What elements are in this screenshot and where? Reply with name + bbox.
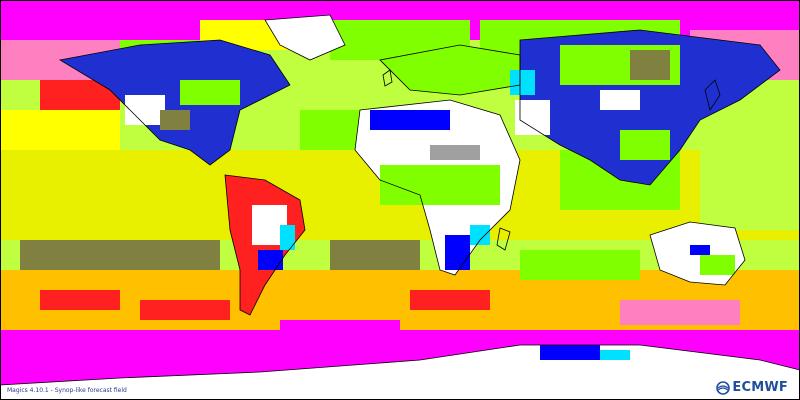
patch <box>520 250 640 280</box>
land-greenland <box>265 15 345 60</box>
af-cyan <box>470 225 490 245</box>
coast-south-america <box>224 174 306 316</box>
continents <box>0 15 800 400</box>
sa-blue <box>258 250 283 270</box>
patch <box>280 320 400 335</box>
patch <box>40 290 120 310</box>
ecmwf-logo: ECMWF <box>716 380 788 395</box>
na-white <box>125 95 165 125</box>
software-credit: Magics 4.10.1 - Synop-like forecast fiel… <box>4 387 130 394</box>
ant-cyan <box>600 350 630 360</box>
af-blue2 <box>370 110 450 130</box>
patch <box>0 110 120 150</box>
logo-text: ECMWF <box>732 380 788 395</box>
ant-blue <box>540 345 600 360</box>
coast-greenland <box>264 14 346 61</box>
na-green <box>180 80 240 105</box>
coast-north-america <box>58 39 291 166</box>
coast-africa <box>354 99 521 276</box>
coast-madagascar <box>496 227 511 251</box>
coast-uk <box>382 69 393 87</box>
patch <box>140 300 230 320</box>
as-green2 <box>620 130 670 160</box>
as-white2 <box>600 90 640 110</box>
coast-japan <box>704 79 721 111</box>
af-grey <box>430 145 480 160</box>
patch <box>620 300 740 325</box>
coast-australia <box>649 221 746 286</box>
as-olive <box>630 50 670 80</box>
as-cyan <box>510 70 535 95</box>
patch <box>330 240 420 270</box>
patch <box>700 150 800 230</box>
coast-antarctica <box>0 344 800 386</box>
af-green <box>380 165 500 205</box>
ecmwf-logo-mark-icon <box>716 380 731 395</box>
coastlines <box>0 14 800 386</box>
patch <box>410 290 490 310</box>
patch <box>20 240 220 270</box>
land-north-america <box>60 40 290 165</box>
af-blue <box>445 235 470 270</box>
au-blue <box>690 245 710 255</box>
land-europe <box>380 45 520 95</box>
coast-asia <box>519 29 781 186</box>
na-grey <box>160 110 190 130</box>
au-green <box>700 255 735 275</box>
patch <box>300 110 360 150</box>
sa-cyan <box>280 225 295 250</box>
as-white <box>515 100 550 135</box>
